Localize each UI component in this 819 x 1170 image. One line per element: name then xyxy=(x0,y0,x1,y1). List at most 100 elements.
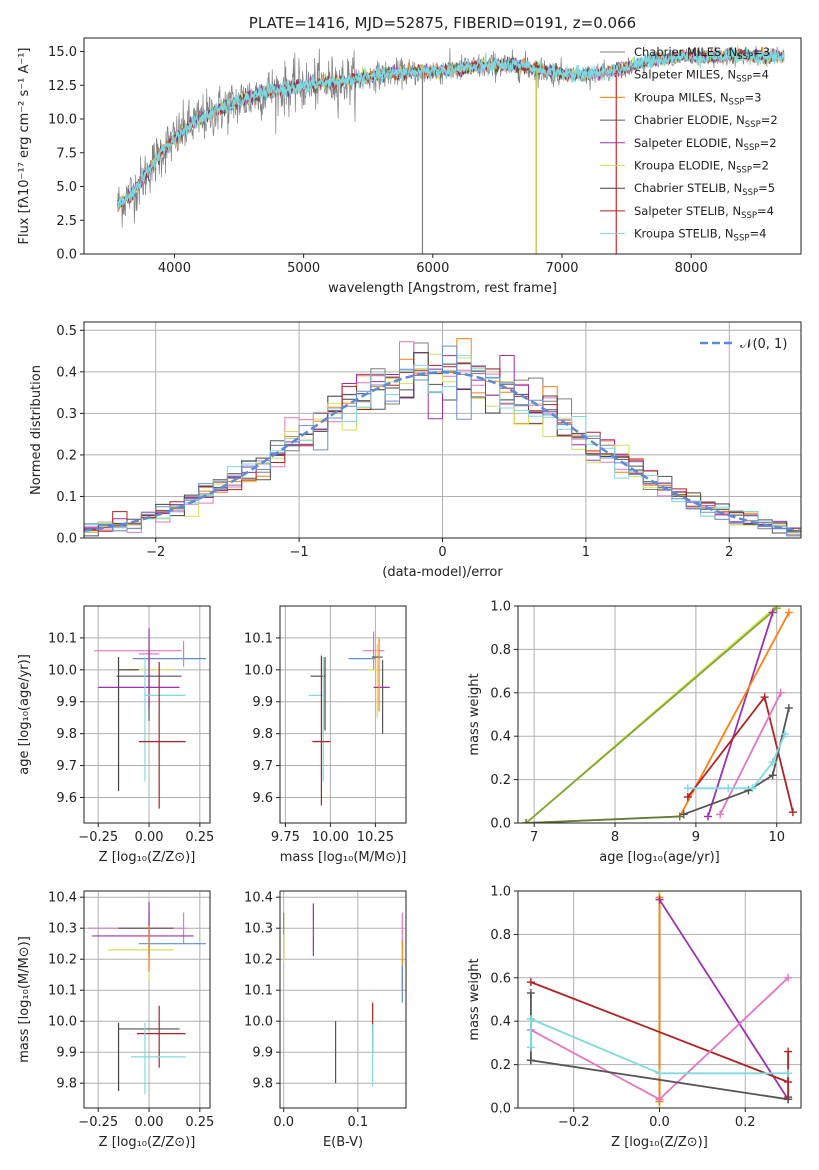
y-tick-label: 0.2 xyxy=(490,773,511,788)
x-axis-label: Z [log₁₀(Z/Z⊙)] xyxy=(99,1135,196,1150)
y-tick-label: 10.0 xyxy=(48,113,77,128)
plot-area xyxy=(117,44,785,254)
plus-marker xyxy=(784,1047,793,1056)
y-tick-label: 10.1 xyxy=(48,984,77,999)
y-tick-label: 0.2 xyxy=(56,448,77,463)
y-tick-label: 0.0 xyxy=(56,248,77,263)
y-tick-label: 1.0 xyxy=(490,600,511,615)
y-tick-label: 0.0 xyxy=(490,1102,511,1117)
mass-weight-line xyxy=(530,981,789,1083)
y-tick-label: 0.6 xyxy=(490,971,511,986)
plot-area xyxy=(283,903,403,1087)
plus-marker xyxy=(768,608,777,617)
data-point xyxy=(130,1022,186,1095)
y-tick-label: 1.0 xyxy=(490,885,511,900)
y-tick-label: 15.0 xyxy=(48,45,77,60)
x-tick-label: 0.25 xyxy=(185,830,214,845)
x-tick-label: 0.00 xyxy=(135,830,164,845)
y-axis-label: Normed distribution xyxy=(29,365,44,495)
legend-label: Salpeter STELIB, NSSP=4 xyxy=(634,204,774,221)
plus-marker xyxy=(784,608,793,617)
x-tick-label: 7 xyxy=(530,830,538,845)
data-point xyxy=(108,934,174,981)
plus-marker xyxy=(522,819,531,823)
panel-spectrum: 4000 5000 6000 7000 8000 0.0 2.5 5.0 7.5 10.0 12.5… xyxy=(17,14,802,296)
x-tick-label: 8 xyxy=(611,830,619,845)
plus-marker xyxy=(748,784,757,793)
y-tick-label: 9.6 xyxy=(56,791,77,806)
y-axis-label: age [log₁₀(age/yr)] xyxy=(17,654,32,775)
plus-marker xyxy=(679,810,688,819)
plot-area xyxy=(308,631,390,806)
legend-label: Chabrier STELIB, NSSP=5 xyxy=(634,181,775,198)
y-tick-label: 10.0 xyxy=(48,1015,77,1030)
data-point xyxy=(312,655,331,806)
plus-marker xyxy=(768,758,777,767)
axes-frame xyxy=(83,37,802,255)
legend-label: Kroupa MILES, NSSP=3 xyxy=(634,90,761,107)
data-point xyxy=(138,661,186,809)
y-tick-label: 9.7 xyxy=(56,759,77,774)
plus-marker xyxy=(683,784,692,793)
data-point xyxy=(144,657,186,782)
y-tick-label: 5.0 xyxy=(56,180,77,195)
x-axis-label: Z [log₁₀(Z/Z⊙)] xyxy=(99,850,196,865)
plus-marker xyxy=(760,693,769,702)
plus-marker xyxy=(784,1069,793,1078)
x-axis-label: mass [log₁₀(M/M⊙)] xyxy=(280,850,407,865)
axes-frame xyxy=(83,321,802,539)
plus-marker xyxy=(716,810,725,819)
x-tick-label: 5000 xyxy=(287,261,320,276)
x-tick-label: −0.25 xyxy=(78,1115,118,1130)
x-tick-label: 8000 xyxy=(675,261,708,276)
y-tick-label: 10.1 xyxy=(244,984,273,999)
x-axis-label: (data-model)/error xyxy=(382,565,503,580)
y-tick-label: 10.1 xyxy=(244,631,273,646)
x-tick-label: 10.00 xyxy=(312,830,349,845)
plot-area xyxy=(522,606,797,823)
x-tick-label: 0.0 xyxy=(649,1115,670,1130)
plus-marker xyxy=(526,1043,535,1052)
histogram-step xyxy=(84,345,801,538)
axes-frame xyxy=(517,890,802,1109)
axes-frame xyxy=(83,890,211,1109)
plus-marker xyxy=(772,606,781,613)
x-tick-label: 10.25 xyxy=(357,830,394,845)
legend-label: Chabrier MILES, NSSP=3 xyxy=(634,45,770,62)
y-axis-label: mass weight xyxy=(467,673,482,755)
plus-marker xyxy=(526,988,535,997)
panel-mass_vs_EBV: 0.0 0.1 9.8 9.9 10.0 10.1 10.2 10.3 10.4 E(B-V) xyxy=(244,890,407,1150)
x-tick-label: 4000 xyxy=(158,261,191,276)
plus-marker xyxy=(655,895,664,904)
y-tick-label: 0.4 xyxy=(56,365,77,380)
y-tick-label: 0.0 xyxy=(490,817,511,832)
x-tick-label: 1 xyxy=(582,545,590,560)
panel-weight_vs_age: 7 8 9 10 0.0 0.2 0.4 0.6 0.8 1.0 age [log₁₀(age/yr… xyxy=(467,600,802,865)
y-tick-label: 10.2 xyxy=(48,953,77,968)
y-axis-label: mass [log₁₀(M/M⊙)] xyxy=(17,936,32,1063)
y-tick-label: 10.4 xyxy=(48,891,77,906)
data-point xyxy=(92,901,194,958)
y-tick-label: 7.5 xyxy=(56,146,77,161)
y-tick-label: 0.6 xyxy=(490,686,511,701)
data-point xyxy=(362,631,385,670)
y-tick-label: 10.4 xyxy=(244,891,273,906)
plus-marker xyxy=(704,812,713,821)
y-tick-label: 10.3 xyxy=(48,922,77,937)
x-tick-label: 7000 xyxy=(545,261,578,276)
y-tick-label: 10.0 xyxy=(244,663,273,678)
axes-frame xyxy=(279,605,407,824)
y-tick-label: 9.9 xyxy=(56,1046,77,1061)
y-tick-label: 9.8 xyxy=(252,1077,273,1092)
plus-marker xyxy=(724,784,733,793)
plus-marker xyxy=(784,703,793,712)
y-axis-label: Flux [fλ10⁻¹⁷ erg cm⁻² s⁻¹ A⁻¹] xyxy=(17,48,32,245)
data-point xyxy=(136,1005,186,1068)
axes-frame xyxy=(279,890,407,1109)
mass-weight-line xyxy=(525,607,778,823)
mass-weight-line xyxy=(707,612,774,817)
plus-marker xyxy=(784,973,793,982)
x-axis-label: age [log₁₀(age/yr)] xyxy=(599,850,720,865)
y-tick-label: 0.4 xyxy=(490,1015,511,1030)
plot-area xyxy=(84,338,801,538)
